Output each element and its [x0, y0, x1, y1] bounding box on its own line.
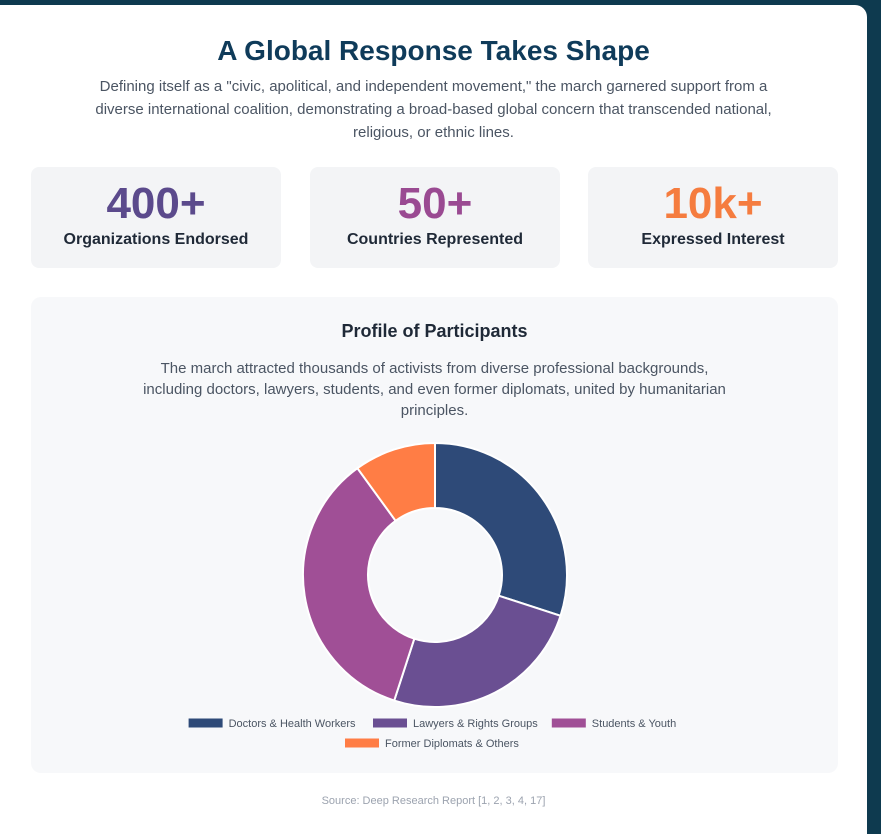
- legend-swatch-3[interactable]: [345, 738, 379, 748]
- report-card: A Global Response Takes Shape Defining i…: [0, 5, 867, 834]
- stat-value: 400+: [106, 179, 206, 228]
- stat-card-countries: 50+ Countries Represented: [310, 167, 560, 268]
- panel-description: The march attracted thousands of activis…: [143, 360, 726, 419]
- participants-panel: Profile of Participants The march attrac…: [31, 297, 838, 773]
- stat-value: 50+: [397, 179, 473, 228]
- page-subtitle: Defining itself as a "civic, apolitical,…: [95, 78, 772, 141]
- stat-label: Organizations Endorsed: [63, 231, 249, 248]
- slice-2[interactable]: [302, 466, 416, 702]
- stat-label: Expressed Interest: [641, 231, 785, 248]
- slice-0[interactable]: [434, 441, 568, 618]
- legend-label-0[interactable]: Doctors & Health Workers: [229, 718, 356, 730]
- stat-card-organizations: 400+ Organizations Endorsed: [31, 167, 281, 268]
- slice-1[interactable]: [392, 594, 562, 708]
- legend-label-2[interactable]: Students & Youth: [592, 718, 676, 730]
- slice-3[interactable]: [356, 441, 436, 523]
- source-note: Source: Deep Research Report [1, 2, 3, 4…: [321, 795, 546, 807]
- participants-doughnut-chart: Doctors & Health Workers Lawyers & Rights…: [188, 441, 676, 750]
- stat-value: 10k+: [663, 179, 763, 228]
- legend-swatch-2[interactable]: [551, 718, 586, 728]
- legend-swatch-1[interactable]: [373, 718, 407, 728]
- legend-label-1[interactable]: Lawyers & Rights Groups: [413, 718, 538, 730]
- stat-label: Countries Represented: [346, 231, 524, 248]
- stat-card-interest: 10k+ Expressed Interest: [588, 167, 838, 268]
- legend-swatch-0[interactable]: [188, 718, 223, 728]
- panel-title: Profile of Participants: [341, 321, 528, 341]
- page-title: A Global Response Takes Shape: [217, 35, 650, 66]
- legend-label-3[interactable]: Former Diplomats & Others: [385, 738, 519, 750]
